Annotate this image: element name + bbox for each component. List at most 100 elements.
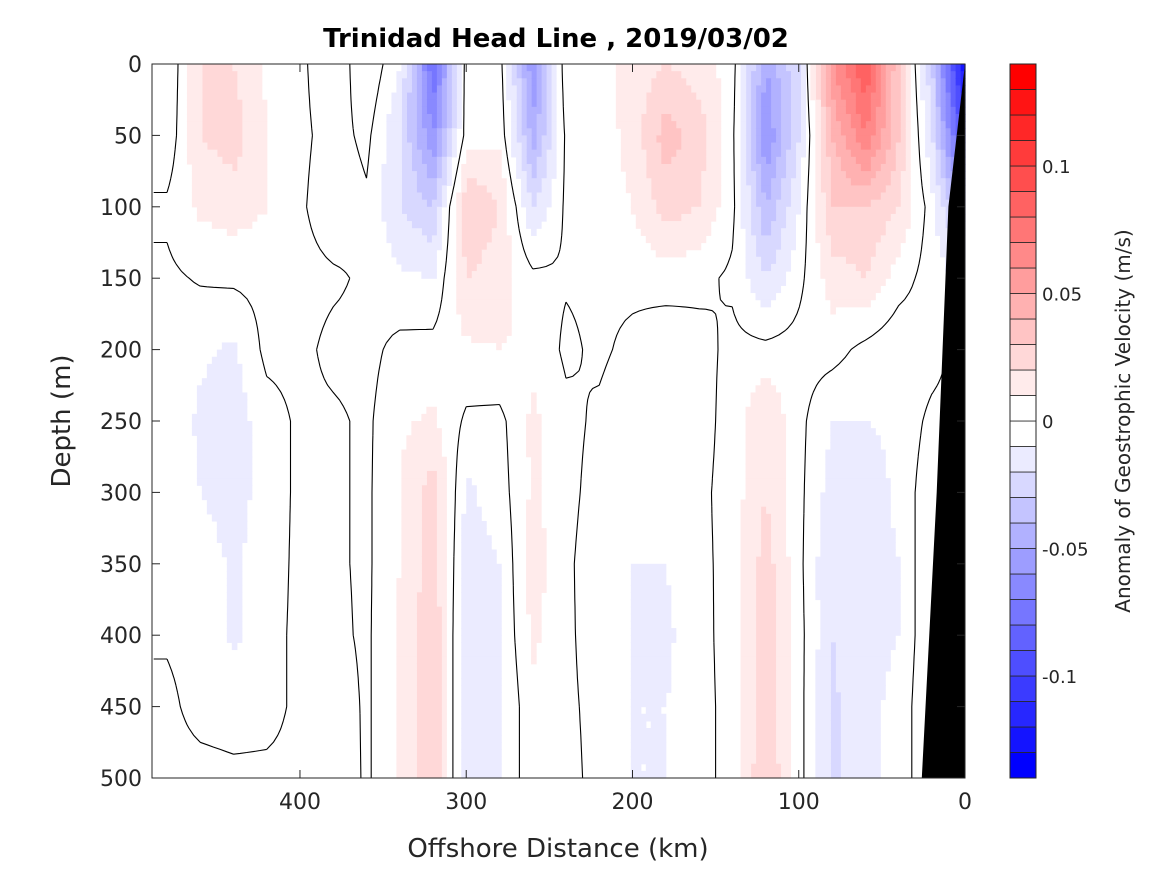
field-cell: [750, 78, 762, 87]
field-cell: [740, 556, 757, 565]
field-cell: [496, 221, 507, 229]
field-cell: [406, 128, 417, 136]
field-cell: [945, 71, 951, 79]
field-cell: [526, 449, 542, 458]
field-cell: [655, 199, 702, 208]
field-cell: [521, 71, 532, 79]
field-cell: [401, 478, 427, 486]
field-cell: [755, 85, 767, 94]
field-cell: [905, 163, 911, 172]
field-cell: [900, 192, 911, 201]
field-cell: [436, 85, 442, 94]
field-cell: [905, 135, 911, 144]
field-cell: [755, 171, 762, 179]
field-cell: [461, 563, 502, 572]
y-tick-label: 300: [100, 481, 142, 506]
field-cell: [511, 64, 517, 72]
field-cell: [790, 113, 802, 122]
field-cell: [211, 513, 248, 522]
field-cell: [950, 142, 956, 151]
bathymetry-mask: [921, 64, 965, 778]
field-cell: [660, 64, 672, 72]
field-cell: [815, 663, 831, 672]
field-cell: [870, 178, 891, 186]
field-cell: [645, 106, 702, 115]
field-cell: [955, 78, 961, 87]
field-cell: [755, 106, 762, 115]
field-cell: [940, 199, 951, 208]
field-cell: [461, 242, 487, 251]
field-cell: [820, 499, 891, 508]
field-cell: [456, 228, 462, 236]
field-cell: [421, 149, 432, 158]
field-cell: [221, 549, 243, 558]
field-cell: [630, 749, 667, 758]
field-cell: [620, 135, 642, 144]
field-cell: [416, 678, 442, 686]
field-cell: [880, 192, 901, 201]
field-cell: [935, 135, 941, 144]
field-cell: [820, 78, 826, 87]
field-cell: [461, 549, 497, 558]
field-cell: [750, 156, 757, 165]
field-cell: [630, 620, 672, 629]
field-cell: [226, 620, 243, 629]
field-cell: [885, 71, 891, 79]
field-cell: [830, 163, 841, 172]
field-cell: [431, 113, 437, 122]
field-cell: [536, 85, 542, 94]
field-cell: [461, 585, 502, 593]
field-cell: [780, 113, 792, 122]
field-cell: [521, 192, 532, 201]
field-cell: [396, 585, 422, 593]
field-cell: [526, 113, 537, 122]
field-cell: [800, 121, 806, 129]
field-cell: [401, 520, 422, 529]
colorbar-band: [1009, 344, 1037, 371]
field-cell: [526, 413, 542, 422]
field-cell: [890, 121, 901, 129]
field-cell: [815, 678, 831, 686]
field-cell: [790, 178, 802, 186]
field-cell: [850, 178, 871, 186]
field-cell: [775, 756, 792, 765]
field-cell: [496, 199, 507, 208]
field-cell: [386, 228, 422, 236]
field-cell: [775, 706, 792, 715]
field-cell: [456, 85, 462, 94]
field-cell: [870, 142, 881, 151]
field-cell: [935, 78, 941, 87]
field-cell: [785, 213, 797, 222]
field-cell: [426, 142, 437, 151]
field-cell: [471, 271, 512, 279]
field-cell: [940, 142, 946, 151]
field-cell: [416, 599, 437, 608]
field-cell: [551, 142, 557, 151]
field-cell: [750, 213, 762, 222]
field-cell: [780, 149, 787, 158]
field-cell: [830, 663, 836, 672]
field-cell: [755, 113, 762, 122]
field-cell: [775, 635, 792, 643]
field-cell: [905, 64, 911, 72]
field-cell: [401, 149, 412, 158]
field-cell: [835, 642, 896, 651]
field-cell: [890, 71, 901, 79]
field-cell: [201, 78, 238, 87]
field-cell: [446, 99, 452, 108]
field-cell: [511, 113, 517, 122]
field-cell: [401, 199, 427, 208]
field-cell: [411, 85, 417, 94]
field-cell: [521, 142, 527, 151]
field-cell: [750, 392, 782, 401]
field-cell: [920, 64, 926, 72]
field-cell: [526, 442, 542, 451]
field-cell: [451, 128, 457, 136]
field-cell: [750, 71, 762, 79]
field-cell: [815, 728, 831, 736]
field-cell: [421, 556, 437, 565]
field-cell: [810, 92, 816, 101]
field-cell: [820, 628, 901, 636]
field-cell: [820, 85, 826, 94]
field-cell: [925, 149, 936, 158]
